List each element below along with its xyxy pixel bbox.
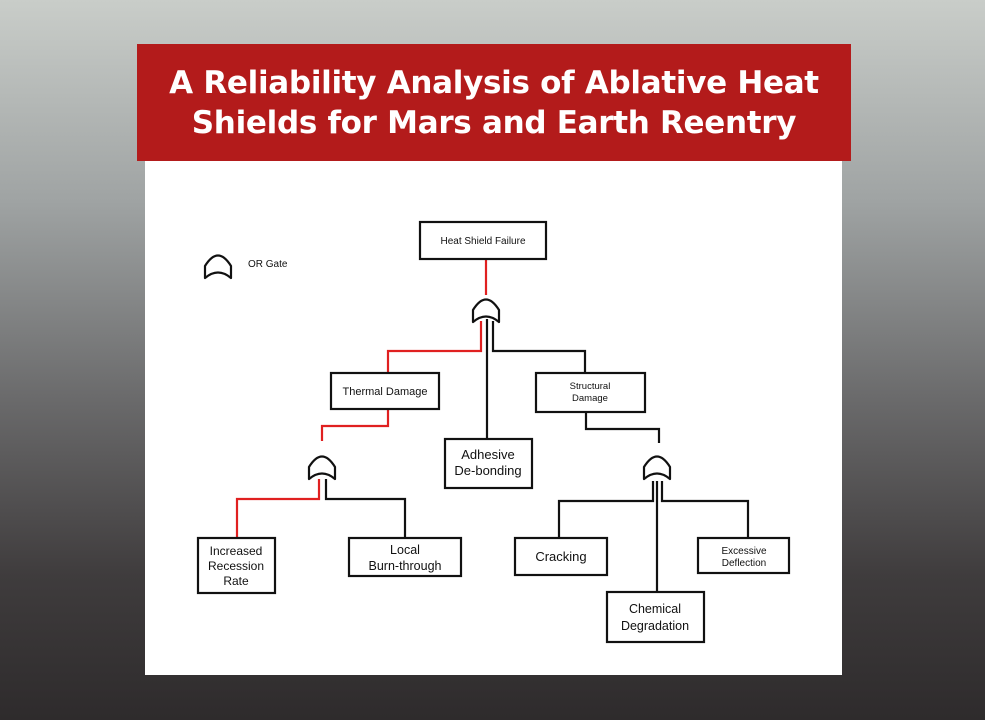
box-local-burn-through (347, 536, 463, 578)
or-gate-thermal-icon (307, 455, 337, 481)
box-adhesive-debonding (443, 437, 534, 490)
label-burn-line-1: Local (390, 543, 420, 557)
label-adhesive-line-2: De-bonding (454, 463, 521, 478)
critical-thermal-gate (320, 409, 390, 441)
fault-tree-panel: OR Gate (145, 161, 842, 675)
label-chemical-line-1: Chemical (629, 602, 681, 616)
label-cracking: Cracking (535, 549, 586, 564)
box-cracking (513, 536, 609, 577)
label-heat-shield-failure: Heat Shield Failure (440, 236, 525, 247)
label-chemical-line-2: Degradation (621, 619, 689, 633)
label-deflection-line-2: Deflection (722, 558, 766, 569)
title-banner: A Reliability Analysis of Ablative Heat … (137, 44, 851, 161)
critical-path (235, 259, 488, 538)
connector-structural-gate (584, 412, 661, 443)
label-structural-line-1: Structural (570, 381, 611, 392)
box-chemical-degradation (605, 590, 706, 644)
box-excessive-deflection (696, 536, 791, 575)
connector-burn-through (324, 479, 407, 538)
connector-deflection (660, 481, 750, 538)
connectors (324, 319, 750, 592)
box-heat-shield-failure (418, 220, 548, 261)
connector-structural (491, 321, 587, 373)
critical-recession (235, 479, 321, 538)
box-increased-recession-rate (196, 536, 277, 595)
label-recession-line-2: Recession (208, 559, 264, 573)
title-line-1: A Reliability Analysis of Ablative Heat (169, 64, 819, 101)
legend-label: OR Gate (248, 259, 288, 270)
box-thermal-damage (329, 371, 441, 411)
label-recession-line-3: Rate (223, 574, 249, 588)
fault-tree-diagram: OR Gate (196, 220, 791, 644)
connector-cracking (557, 481, 655, 538)
label-burn-line-2: Burn-through (369, 559, 442, 573)
legend: OR Gate (203, 254, 288, 280)
label-deflection-line-1: Excessive (721, 546, 766, 557)
label-structural-line-2: Damage (572, 393, 608, 404)
event-labels: Heat Shield Failure Thermal Damage Struc… (208, 236, 767, 633)
label-adhesive-line-1: Adhesive (461, 447, 514, 462)
box-structural-damage (534, 371, 647, 414)
event-boxes (196, 220, 791, 644)
label-recession-line-1: Increased (210, 544, 263, 558)
or-gate-structural-icon (642, 455, 672, 481)
label-thermal-damage: Thermal Damage (343, 386, 428, 398)
title-line-2: Shields for Mars and Earth Reentry (191, 104, 797, 141)
critical-thermal (386, 321, 483, 373)
or-gate-top-icon (471, 298, 501, 324)
or-gate-legend-icon (203, 254, 233, 280)
